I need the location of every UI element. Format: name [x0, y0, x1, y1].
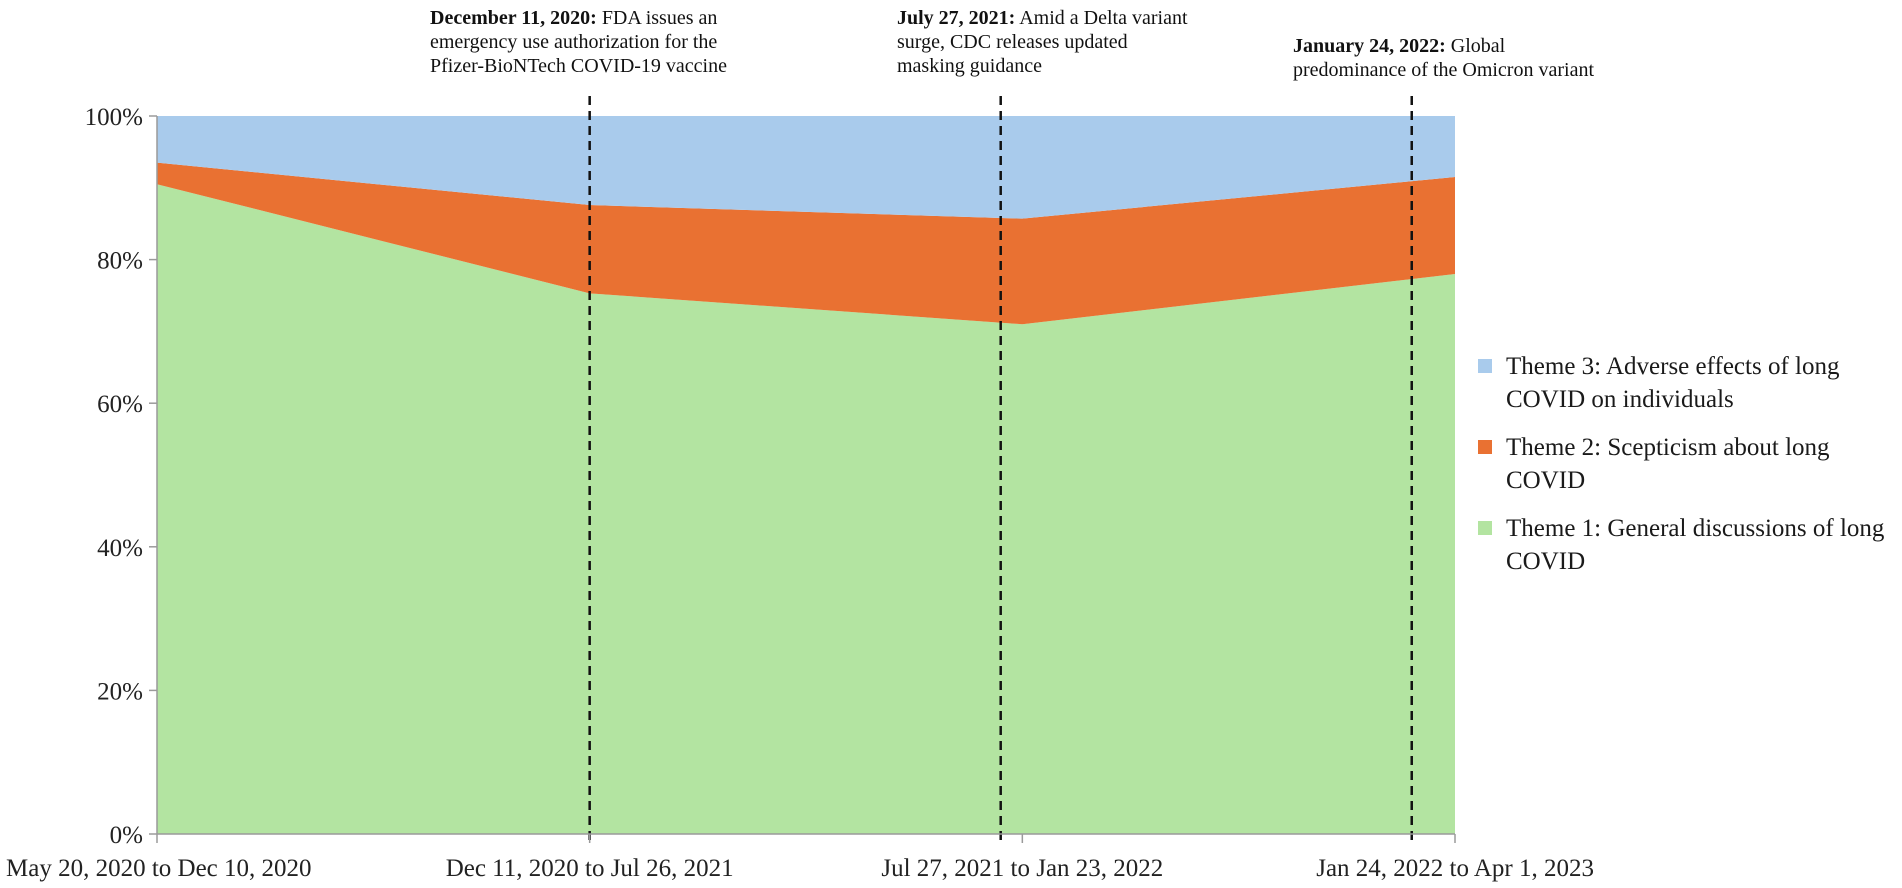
area-series-1	[157, 184, 1455, 834]
annotation-lines	[588, 96, 1413, 843]
legend-label-theme-3: Theme 3: Adverse effects of long COVID o…	[1506, 353, 1840, 413]
annotation-text-1: December 11, 2020: FDA issues an emergenc…	[430, 7, 727, 77]
annotation-line: surge, CDC releases updated	[897, 31, 1128, 53]
annotation-text-2: July 27, 2021: Amid a Delta variant surge…	[897, 7, 1188, 77]
y-tick-label: 80%	[97, 248, 143, 275]
y-tick-label: 100%	[85, 104, 143, 131]
y-tick-label: 60%	[97, 391, 143, 418]
annotation-line: predominance of the Omicron variant	[1293, 59, 1594, 81]
annotation-texts: December 11, 2020: FDA issues an emergenc…	[430, 7, 1594, 81]
annotation-date: December 11, 2020:	[430, 7, 597, 29]
area-series-2	[157, 162, 1455, 325]
y-tick-label: 0%	[110, 822, 143, 849]
annotation-date: January 24, 2022:	[1293, 35, 1446, 57]
y-tick-label: 20%	[97, 678, 143, 705]
legend: Theme 3: Adverse effects of long COVID o…	[1478, 350, 1898, 593]
legend-swatch-theme-3	[1478, 359, 1492, 373]
legend-label-theme-2: Theme 2: Scepticism about long COVID	[1506, 434, 1830, 494]
axes: 0% 20% 40% 60% 80% 100% May 20, 2020 to Dec 10…	[6, 104, 1594, 882]
annotation-line: emergency use authorization for the	[430, 31, 717, 53]
annotation-line: Amid a Delta variant	[1015, 7, 1188, 29]
x-tick-label: Jul 27, 2021 to Jan 23, 2022	[881, 855, 1163, 882]
annotation-line: Pfizer-BioNTech COVID-19 vaccine	[430, 55, 727, 77]
x-tick-label: Jan 24, 2022 to Apr 1, 2023	[1316, 855, 1594, 882]
y-tick-label: 40%	[97, 535, 143, 562]
legend-label-theme-1: Theme 1: General discussions of long COV…	[1506, 515, 1885, 575]
x-tick-label: Dec 11, 2020 to Jul 26, 2021	[446, 855, 734, 882]
area-series-3	[157, 116, 1455, 219]
legend-swatch-theme-1	[1478, 521, 1492, 535]
legend-item-theme-1: Theme 1: General discussions of long COV…	[1478, 512, 1898, 578]
annotation-line: FDA issues an	[597, 7, 718, 29]
legend-item-theme-2: Theme 2: Scepticism about long COVID	[1478, 431, 1898, 497]
x-tick-label: May 20, 2020 to Dec 10, 2020	[6, 855, 312, 882]
area-series-group	[157, 116, 1455, 834]
annotation-text-3: January 24, 2022: Global predominance of …	[1293, 35, 1594, 81]
annotation-date: July 27, 2021:	[897, 7, 1015, 29]
annotation-line: masking guidance	[897, 55, 1042, 77]
legend-swatch-theme-2	[1478, 440, 1492, 454]
legend-item-theme-3: Theme 3: Adverse effects of long COVID o…	[1478, 350, 1898, 416]
annotation-line: Global	[1446, 35, 1506, 57]
